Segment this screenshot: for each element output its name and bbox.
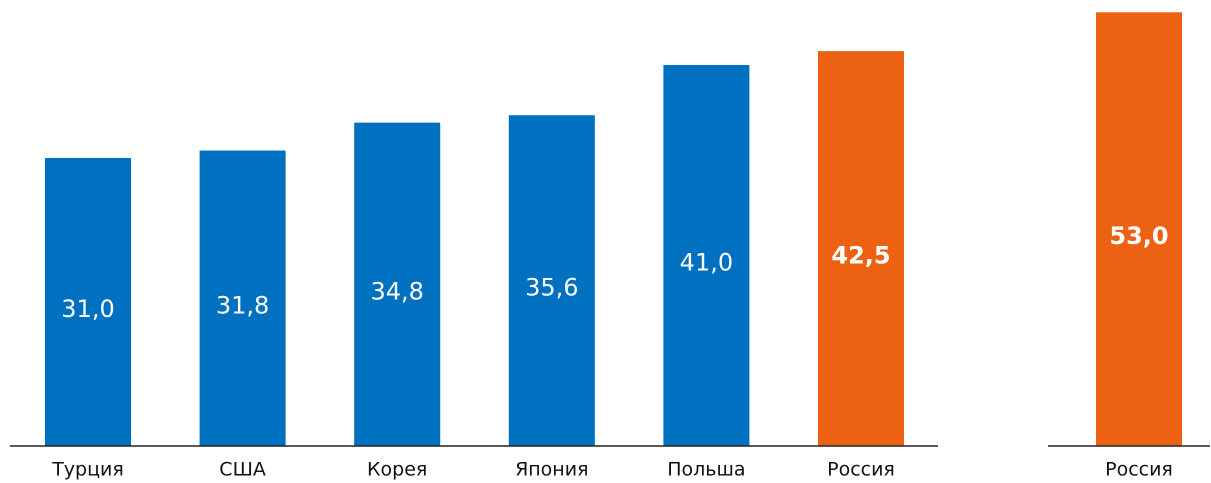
- bar: [663, 65, 750, 447]
- x-tick-label: Польша: [667, 459, 745, 481]
- bar: [1096, 12, 1182, 446]
- x-tick-label: Турция: [51, 459, 124, 481]
- bar: [45, 157, 131, 447]
- bar: [818, 51, 904, 447]
- bar: [508, 115, 595, 446]
- x-tick-label: Россия: [827, 459, 895, 481]
- value-label: 31,8: [216, 291, 269, 319]
- x-tick-label: Япония: [515, 459, 588, 481]
- value-label: 42,5: [831, 242, 890, 270]
- x-tick-label: Корея: [367, 459, 427, 481]
- bar: [199, 150, 286, 446]
- x-tick-label: США: [219, 459, 266, 481]
- value-label: 31,0: [61, 295, 114, 323]
- value-label: 41,0: [680, 249, 733, 277]
- value-label: 35,6: [525, 274, 578, 302]
- x-tick-label: Россия: [1105, 459, 1173, 481]
- value-label: 53,0: [1109, 222, 1168, 250]
- bar: [354, 122, 441, 447]
- value-label: 34,8: [370, 277, 423, 305]
